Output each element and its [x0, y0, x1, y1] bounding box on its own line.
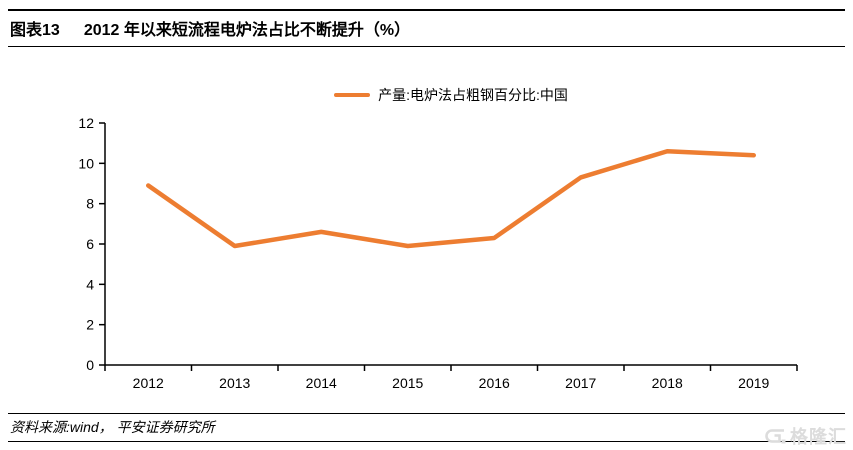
svg-text:2016: 2016: [479, 375, 510, 391]
svg-text:0: 0: [86, 357, 94, 373]
svg-text:8: 8: [86, 196, 94, 212]
source-text: 资料来源:wind， 平安证券研究所: [10, 419, 215, 435]
svg-text:10: 10: [78, 155, 94, 171]
legend-label: 产量:电炉法占粗钢百分比:中国: [378, 87, 568, 103]
watermark-text: 格隆汇: [790, 427, 847, 447]
svg-text:2017: 2017: [565, 375, 596, 391]
svg-text:2019: 2019: [738, 375, 769, 391]
svg-text:2013: 2013: [219, 375, 250, 391]
figure-title: 2012 年以来短流程电炉法占比不断提升（%）: [83, 22, 411, 39]
svg-text:2015: 2015: [392, 375, 423, 391]
chart-legend: 产量:电炉法占粗钢百分比:中国: [105, 86, 797, 104]
source-note: 资料来源:wind， 平安证券研究所: [8, 413, 845, 442]
figure-number-label: 图表13: [10, 22, 60, 39]
svg-text:6: 6: [86, 236, 94, 252]
svg-text:4: 4: [86, 276, 94, 292]
gelonghui-logo-icon: [763, 424, 787, 448]
legend-line-swatch: [334, 93, 371, 97]
svg-text:2018: 2018: [652, 375, 683, 391]
svg-text:12: 12: [78, 115, 94, 131]
watermark: 格隆汇: [763, 423, 847, 449]
figure-title-bar: 图表13 2012 年以来短流程电炉法占比不断提升（%）: [8, 9, 845, 47]
svg-text:2012: 2012: [133, 375, 164, 391]
svg-text:2: 2: [86, 317, 94, 333]
svg-text:2014: 2014: [306, 375, 337, 391]
